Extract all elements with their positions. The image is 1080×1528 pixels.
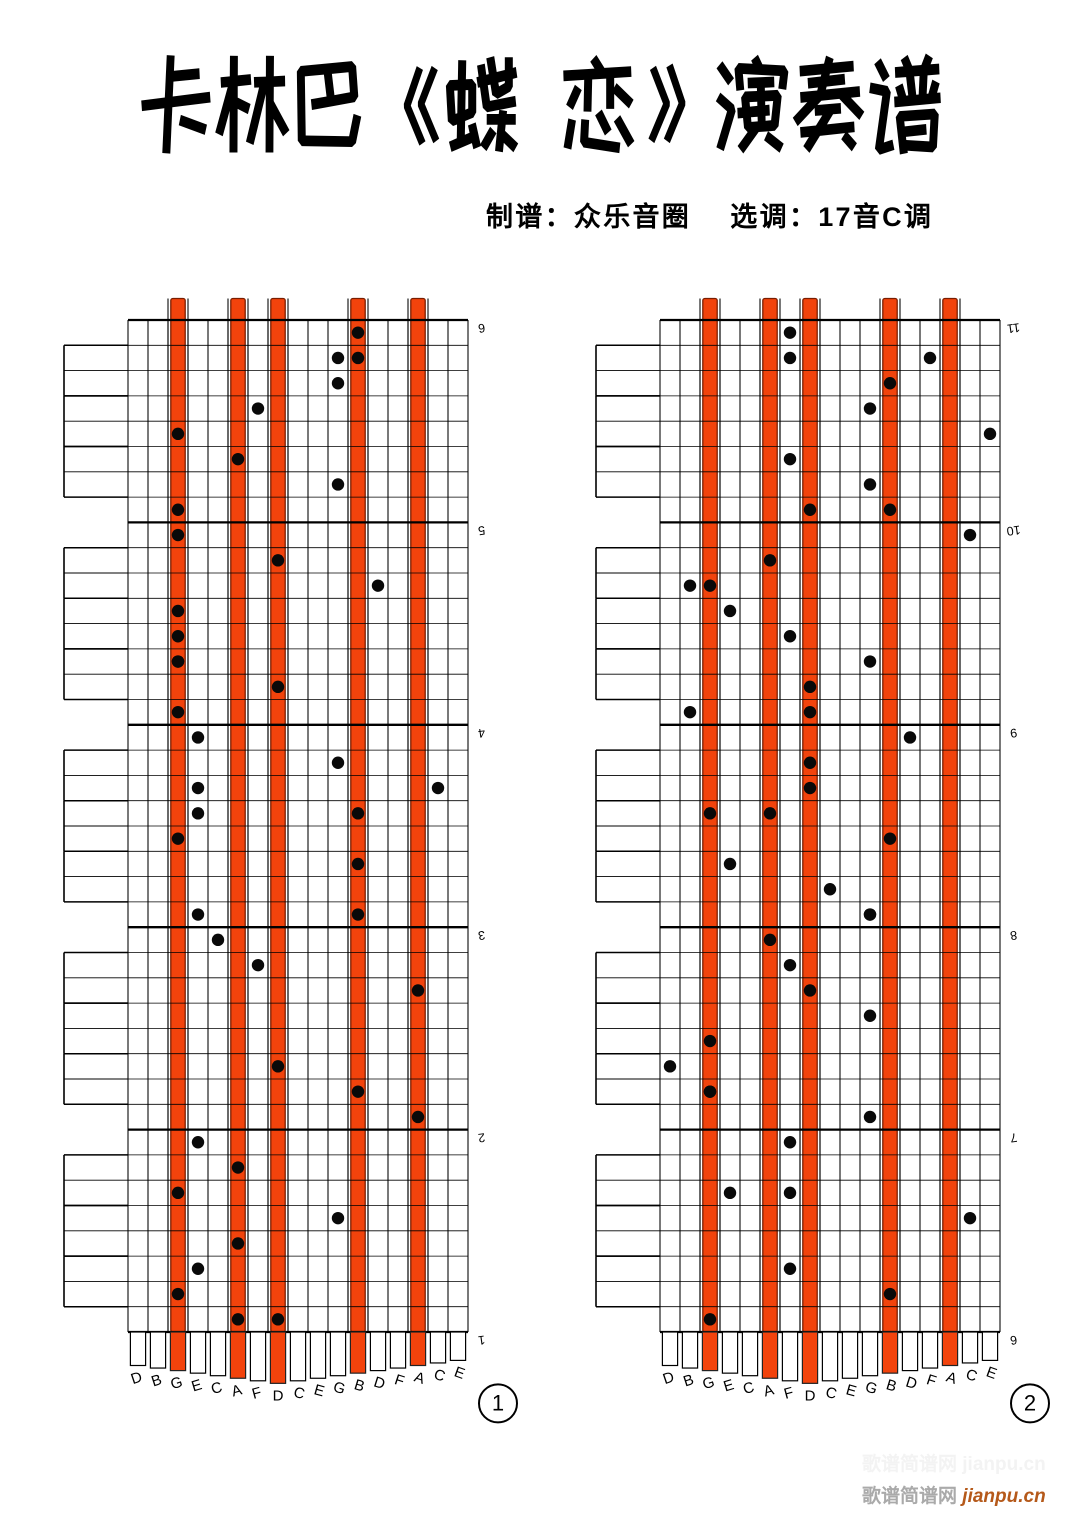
svg-text:D: D (273, 1387, 284, 1404)
svg-text:11: 11 (1006, 320, 1021, 336)
svg-text:D: D (805, 1387, 816, 1404)
svg-text:10: 10 (1006, 522, 1022, 538)
svg-text:2: 2 (1024, 1390, 1036, 1415)
svg-text:1: 1 (492, 1390, 504, 1415)
